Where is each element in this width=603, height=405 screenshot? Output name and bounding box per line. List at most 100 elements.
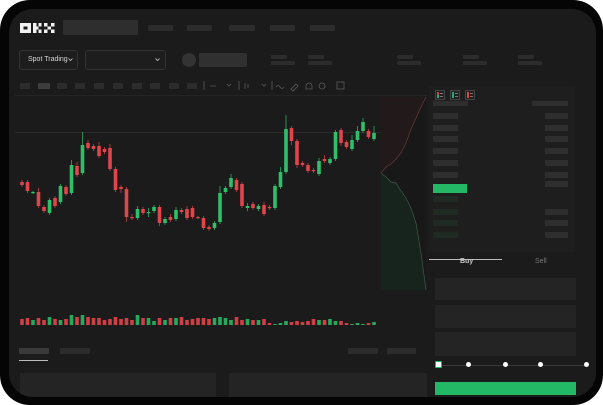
candle-body — [361, 122, 365, 131]
volume-bar — [300, 322, 305, 325]
candle — [80, 132, 85, 175]
volume-bar — [20, 319, 24, 325]
candle-body — [300, 163, 305, 165]
nav-item[interactable] — [229, 25, 255, 31]
timeframe-tab[interactable] — [94, 83, 104, 89]
timeframe-tab[interactable] — [75, 83, 85, 89]
timeframe-tab[interactable] — [150, 83, 160, 89]
slider-stop[interactable] — [466, 362, 471, 367]
candle — [108, 144, 112, 171]
amount-slider-track[interactable] — [439, 365, 587, 366]
orderbook-buy-icon[interactable] — [450, 90, 460, 100]
candle — [130, 214, 134, 220]
ask-amount — [545, 160, 568, 166]
volume-bar — [47, 317, 52, 325]
timeframe-tab[interactable] — [169, 83, 179, 89]
tab-open-orders[interactable] — [19, 348, 49, 354]
candle-body — [174, 210, 178, 219]
amount-input[interactable] — [435, 305, 576, 328]
orderbook-both-icon[interactable] — [435, 90, 445, 100]
orderbook-sell-icon[interactable] — [465, 90, 475, 100]
nav-item[interactable] — [310, 25, 335, 31]
timeframe-tab[interactable] — [57, 83, 67, 89]
nav-item[interactable] — [270, 25, 295, 31]
total-input[interactable] — [435, 332, 576, 356]
price-input[interactable] — [435, 278, 576, 300]
bottom-action[interactable] — [387, 348, 416, 354]
nav-item[interactable] — [148, 25, 173, 31]
timeframe-tab[interactable] — [20, 83, 30, 89]
candle — [361, 118, 365, 133]
candle-body — [251, 204, 255, 208]
volume-bar — [86, 317, 90, 325]
volume-bar — [124, 318, 129, 325]
pair-dropdown[interactable] — [85, 50, 166, 70]
order-card — [20, 373, 216, 397]
timeframe-tab[interactable] — [113, 83, 123, 89]
volume-bar — [141, 318, 145, 325]
candle-body — [289, 128, 294, 141]
bid-amount — [545, 220, 568, 226]
candle-body — [53, 198, 57, 206]
volume-bar — [278, 323, 283, 325]
buy-button[interactable] — [435, 382, 576, 395]
tab-order-history[interactable] — [60, 348, 90, 354]
volume-bar — [163, 320, 167, 325]
candle-body — [245, 206, 250, 208]
candle-body — [190, 208, 195, 217]
search-bar[interactable] — [63, 20, 138, 35]
bottom-action[interactable] — [348, 348, 378, 354]
candle — [146, 208, 151, 217]
candle — [174, 207, 178, 221]
slider-stop[interactable] — [538, 362, 543, 367]
tab-buy[interactable]: Buy — [460, 258, 474, 265]
tab-sell[interactable]: Sell — [535, 258, 547, 265]
volume-bar — [273, 324, 277, 325]
last-price — [433, 184, 467, 193]
volume-bar — [223, 318, 228, 325]
ask-amount — [545, 113, 568, 119]
trade-tab-indicator — [429, 259, 502, 260]
volume-bar — [350, 324, 354, 325]
stat-label — [463, 55, 479, 59]
timeframe-tab[interactable] — [132, 83, 142, 89]
candle — [350, 135, 354, 151]
candlestick-chart[interactable] — [9, 9, 596, 339]
market-type-selector[interactable]: Spot Trading — [19, 50, 78, 70]
volume-bar — [295, 321, 299, 325]
candle-body — [350, 140, 354, 149]
order-card — [229, 373, 427, 397]
volume-bar — [229, 320, 233, 325]
candle-body — [240, 184, 244, 206]
timeframe-tab[interactable] — [187, 83, 197, 89]
stat-value — [308, 61, 332, 65]
ask-price — [433, 172, 458, 178]
candle-body — [328, 159, 332, 163]
slider-handle[interactable] — [435, 361, 442, 368]
candle — [366, 129, 371, 139]
slider-stop[interactable] — [584, 362, 589, 367]
slider-stop[interactable] — [503, 362, 508, 367]
candle — [113, 167, 118, 192]
volume-bar — [196, 318, 200, 325]
candle-body — [152, 207, 156, 211]
volume-bar — [328, 319, 332, 325]
volume-bar — [80, 315, 85, 325]
volume-bar — [372, 322, 376, 325]
candle-body — [311, 170, 316, 172]
okx-logo[interactable] — [20, 22, 58, 34]
candle — [36, 188, 41, 208]
nav-item[interactable] — [187, 25, 212, 31]
volume-bar — [36, 318, 41, 325]
depth-asks-area — [381, 97, 426, 173]
timeframe-tab[interactable] — [38, 83, 50, 89]
volume-bar — [262, 319, 266, 325]
bid-amount — [545, 209, 568, 215]
stat-value — [518, 61, 542, 65]
market-type-label: Spot Trading — [28, 56, 68, 63]
volume-bar — [58, 320, 63, 325]
candle-body — [20, 182, 24, 185]
volume-bar — [75, 317, 79, 325]
candle-body — [157, 207, 162, 223]
